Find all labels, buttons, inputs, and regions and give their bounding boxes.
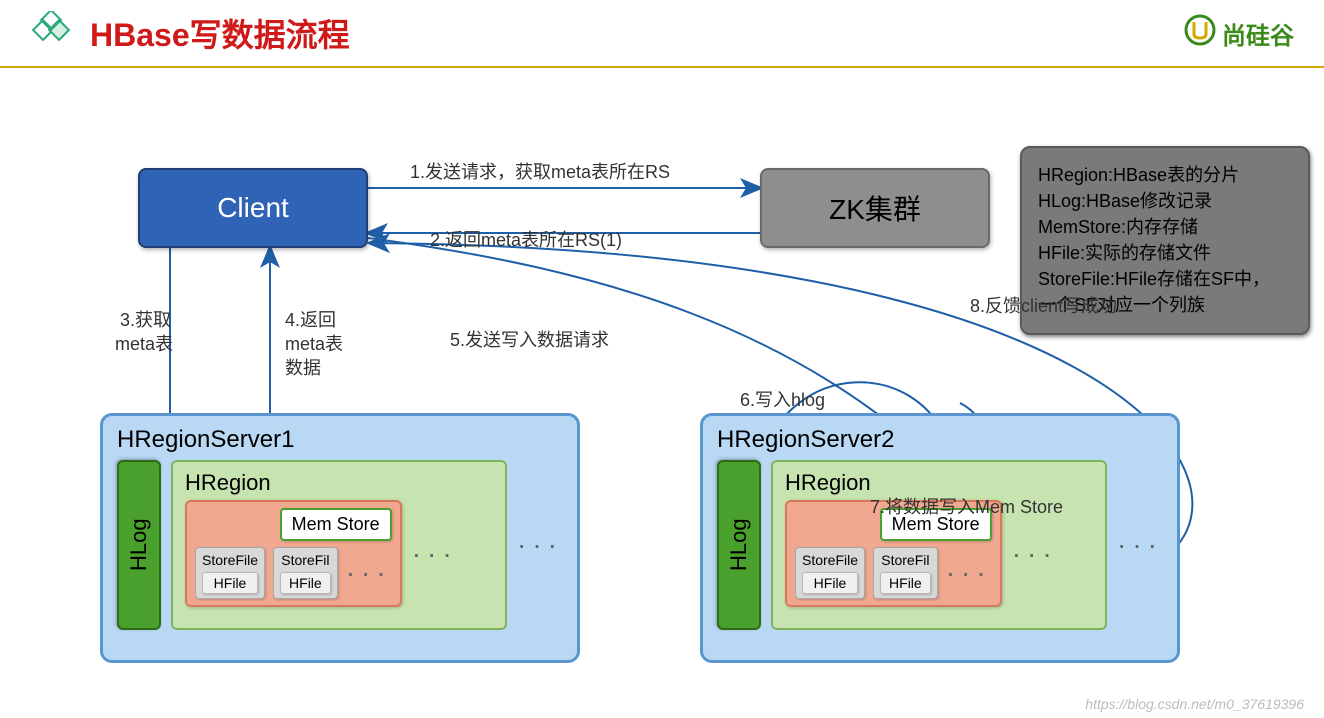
watermark: https://blog.csdn.net/m0_37619396	[1085, 696, 1304, 712]
legend-line: HRegion:HBase表的分片	[1038, 162, 1292, 188]
hregion-box: HRegion Mem Store StoreFileHFile StoreFi…	[771, 460, 1107, 630]
storefile: StoreFilHFile	[873, 547, 938, 599]
page-title: HBase写数据流程	[90, 10, 350, 56]
hfile: HFile	[880, 572, 931, 594]
store-box: Mem Store StoreFileHFile StoreFilHFile ·…	[185, 500, 402, 607]
client-label: Client	[217, 192, 289, 224]
hregion-title: HRegion	[185, 470, 493, 496]
brand-text: 尚硅谷	[1222, 16, 1294, 51]
header: HBase写数据流程 尚硅谷	[0, 0, 1324, 68]
storefile: StoreFileHFile	[195, 547, 265, 599]
region-server-2: HRegionServer2 HLog HRegion Mem Store St…	[700, 413, 1180, 663]
ellipsis-icon: ···	[946, 557, 992, 589]
rs-inner: HLog HRegion Mem Store StoreFileHFile St…	[117, 460, 563, 630]
legend-line: HFile:实际的存储文件	[1038, 240, 1292, 266]
ellipsis-icon: ···	[1117, 529, 1163, 561]
legend-line: HLog:HBase修改记录	[1038, 188, 1292, 214]
arrow-label: 2.返回meta表所在RS(1)	[430, 226, 622, 252]
arrow-label: 7.将数据写入Mem Store	[870, 493, 1063, 519]
legend-line: MemStore:内存存储	[1038, 214, 1292, 240]
brand-right: 尚硅谷	[1184, 14, 1294, 53]
region-server-1: HRegionServer1 HLog HRegion Mem Store St…	[100, 413, 580, 663]
arrow-label: 6.写入hlog	[740, 386, 825, 412]
rs-title: HRegionServer2	[717, 426, 1163, 454]
arrow-label: 数据	[285, 354, 321, 380]
ellipsis-icon: ···	[412, 538, 458, 570]
hlog-box: HLog	[717, 460, 761, 630]
arrow-label: 1.发送请求，获取meta表所在RS	[410, 158, 670, 184]
ellipsis-icon: ···	[1012, 538, 1058, 570]
arrow-label: 3.获取	[120, 306, 171, 332]
hfile: HFile	[802, 572, 858, 594]
diamond-logo-icon	[30, 11, 80, 56]
hregion-box: HRegion Mem Store StoreFileHFile StoreFi…	[171, 460, 507, 630]
rs-title: HRegionServer1	[117, 426, 563, 454]
hfile: HFile	[280, 572, 331, 594]
arrow-label: 8.反馈client写成功	[970, 292, 1117, 318]
arrow-label: meta表	[285, 330, 343, 356]
diagram-canvas: Client ZK集群 HRegion:HBase表的分片HLog:HBase修…	[0, 68, 1324, 718]
hfile: HFile	[202, 572, 258, 594]
hlog-box: HLog	[117, 460, 161, 630]
ellipsis-icon: ···	[517, 529, 563, 561]
zk-label: ZK集群	[829, 188, 921, 228]
zk-cluster-node: ZK集群	[760, 168, 990, 248]
storefile: StoreFileHFile	[795, 547, 865, 599]
arrow-label: 4.返回	[285, 306, 336, 332]
title-group: HBase写数据流程	[30, 10, 350, 56]
arrow-label: meta表	[115, 330, 173, 356]
ellipsis-icon: ···	[346, 557, 392, 589]
client-node: Client	[138, 168, 368, 248]
memstore: Mem Store	[280, 508, 392, 541]
legend-line: StoreFile:HFile存储在SF中，	[1038, 266, 1292, 292]
brand-logo-icon	[1184, 14, 1216, 53]
arrow-label: 5.发送写入数据请求	[450, 326, 609, 352]
storefile: StoreFilHFile	[273, 547, 338, 599]
rs-inner: HLog HRegion Mem Store StoreFileHFile St…	[717, 460, 1163, 630]
